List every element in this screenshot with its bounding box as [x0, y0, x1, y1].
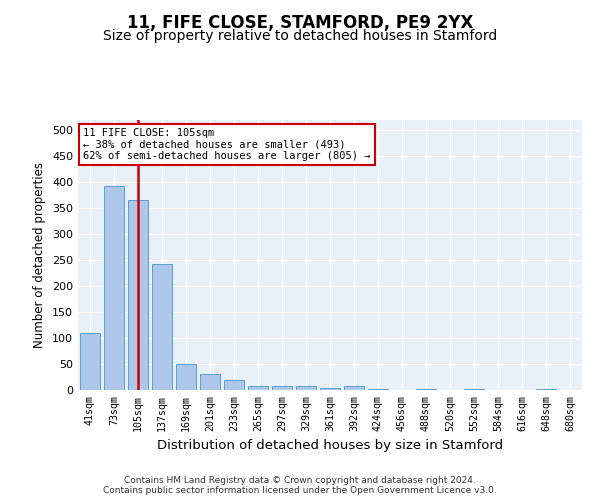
- Text: Contains HM Land Registry data © Crown copyright and database right 2024.
Contai: Contains HM Land Registry data © Crown c…: [103, 476, 497, 495]
- Bar: [344, 386, 364, 390]
- Bar: [152, 264, 172, 390]
- Text: Size of property relative to detached houses in Stamford: Size of property relative to detached ho…: [103, 29, 497, 43]
- Bar: [224, 380, 244, 390]
- Bar: [176, 364, 196, 390]
- Bar: [320, 388, 340, 390]
- Bar: [104, 186, 124, 390]
- Bar: [248, 386, 268, 390]
- X-axis label: Distribution of detached houses by size in Stamford: Distribution of detached houses by size …: [157, 439, 503, 452]
- Bar: [272, 386, 292, 390]
- Text: 11, FIFE CLOSE, STAMFORD, PE9 2YX: 11, FIFE CLOSE, STAMFORD, PE9 2YX: [127, 14, 473, 32]
- Bar: [296, 386, 316, 390]
- Text: 11 FIFE CLOSE: 105sqm
← 38% of detached houses are smaller (493)
62% of semi-det: 11 FIFE CLOSE: 105sqm ← 38% of detached …: [83, 128, 371, 162]
- Bar: [80, 333, 100, 390]
- Bar: [128, 200, 148, 390]
- Bar: [200, 374, 220, 390]
- Y-axis label: Number of detached properties: Number of detached properties: [34, 162, 46, 348]
